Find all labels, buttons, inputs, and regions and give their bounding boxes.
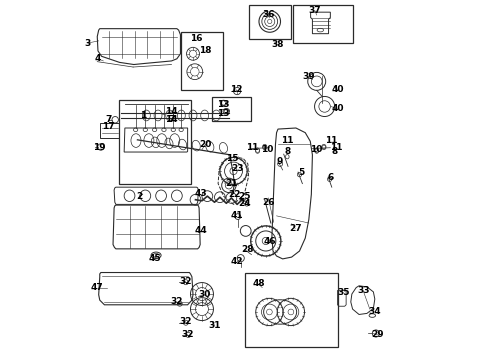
Text: 32: 32	[179, 276, 192, 285]
Text: 47: 47	[91, 283, 103, 292]
Text: 3: 3	[85, 39, 91, 48]
Text: 8: 8	[284, 147, 291, 156]
Text: 43: 43	[195, 189, 208, 198]
Text: 9: 9	[277, 157, 283, 166]
Text: 8: 8	[332, 147, 338, 156]
Text: 45: 45	[148, 254, 161, 263]
Text: 25: 25	[238, 192, 250, 201]
Bar	[294, 5, 353, 43]
Text: 12: 12	[230, 85, 242, 94]
Text: 7: 7	[105, 114, 112, 123]
Text: 41: 41	[231, 211, 244, 220]
Text: 33: 33	[358, 286, 370, 295]
Text: 19: 19	[94, 143, 106, 152]
Text: 4: 4	[95, 54, 101, 63]
Text: 34: 34	[368, 307, 381, 316]
Bar	[100, 123, 119, 138]
Bar	[212, 97, 251, 121]
Text: 13: 13	[217, 109, 230, 118]
Text: 24: 24	[239, 199, 251, 208]
Text: 28: 28	[242, 246, 254, 255]
Text: 39: 39	[302, 72, 315, 81]
Text: 10: 10	[310, 145, 322, 154]
Text: 22: 22	[228, 190, 241, 199]
Bar	[119, 100, 191, 184]
Text: 35: 35	[338, 288, 350, 297]
Text: 44: 44	[195, 226, 208, 235]
Text: 1: 1	[140, 111, 146, 120]
Text: 6: 6	[328, 173, 334, 182]
Text: 42: 42	[231, 257, 244, 266]
Text: 32: 32	[181, 330, 194, 339]
Text: 32: 32	[179, 317, 192, 326]
Bar	[181, 32, 223, 90]
Text: 38: 38	[271, 40, 284, 49]
Text: 13: 13	[217, 100, 230, 109]
Text: 23: 23	[232, 164, 244, 173]
Text: 15: 15	[226, 154, 239, 163]
Text: 40: 40	[331, 85, 344, 94]
Text: 7: 7	[169, 114, 175, 123]
Text: 14: 14	[165, 114, 178, 123]
Text: 32: 32	[171, 297, 183, 306]
Text: 11: 11	[246, 143, 258, 152]
Text: 16: 16	[190, 34, 203, 43]
Text: 11: 11	[281, 136, 294, 145]
Text: 36: 36	[262, 10, 274, 19]
Text: 26: 26	[262, 198, 274, 207]
Text: 17: 17	[102, 122, 115, 131]
Text: 10: 10	[261, 145, 273, 154]
Text: 27: 27	[289, 224, 301, 233]
Text: 48: 48	[252, 279, 265, 288]
Text: 14: 14	[165, 107, 178, 116]
Text: 37: 37	[309, 6, 321, 15]
Text: 11: 11	[325, 136, 337, 145]
Text: 18: 18	[199, 46, 212, 55]
Bar	[248, 5, 291, 40]
Text: 2: 2	[136, 192, 142, 201]
Text: 11: 11	[330, 143, 343, 152]
Text: 20: 20	[199, 140, 212, 149]
Text: 29: 29	[371, 330, 384, 339]
Text: 31: 31	[208, 321, 221, 330]
Text: 21: 21	[225, 179, 238, 188]
Text: 40: 40	[331, 104, 344, 113]
Text: 5: 5	[298, 168, 305, 177]
Bar	[245, 273, 338, 347]
Text: 46: 46	[264, 237, 276, 246]
Text: 30: 30	[198, 290, 211, 299]
